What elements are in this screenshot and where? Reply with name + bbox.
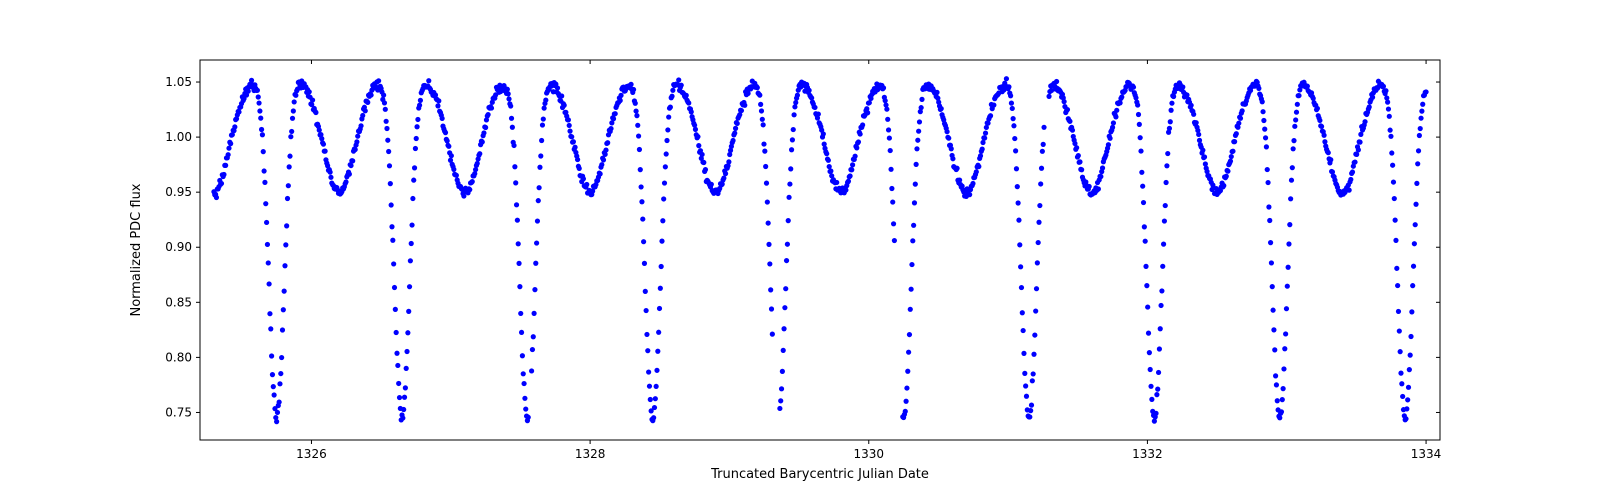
x-tick-label: 1330 bbox=[853, 447, 884, 461]
y-tick-label: 0.80 bbox=[165, 350, 192, 364]
lightcurve-chart: 1326 1328 1330 1332 1334 0.75 0.80 0.85 0.90 0.9… bbox=[0, 0, 1600, 500]
y-axis-ticks: 0.75 0.80 0.85 0.90 0.95 1.00 1.05 bbox=[165, 75, 1440, 419]
x-axis-label: Truncated Barycentric Julian Date bbox=[710, 467, 929, 482]
x-tick-label: 1326 bbox=[296, 447, 327, 461]
y-tick-label: 0.75 bbox=[165, 405, 192, 419]
y-axis-label: Normalized PDC flux bbox=[129, 183, 144, 316]
x-axis-ticks: 1326 1328 1330 1332 1334 bbox=[296, 60, 1441, 461]
chart-svg: 1326 1328 1330 1332 1334 0.75 0.80 0.85 0.90 0.9… bbox=[0, 0, 1600, 500]
y-tick-label: 1.05 bbox=[165, 75, 192, 89]
y-tick-label: 0.85 bbox=[165, 295, 192, 309]
scatter-points bbox=[211, 76, 1428, 424]
x-tick-label: 1328 bbox=[575, 447, 606, 461]
y-tick-label: 0.90 bbox=[165, 240, 192, 254]
y-tick-label: 0.95 bbox=[165, 185, 192, 199]
plot-frame bbox=[200, 60, 1440, 440]
x-tick-label: 1334 bbox=[1411, 447, 1442, 461]
y-tick-label: 1.00 bbox=[165, 130, 192, 144]
x-tick-label: 1332 bbox=[1132, 447, 1163, 461]
